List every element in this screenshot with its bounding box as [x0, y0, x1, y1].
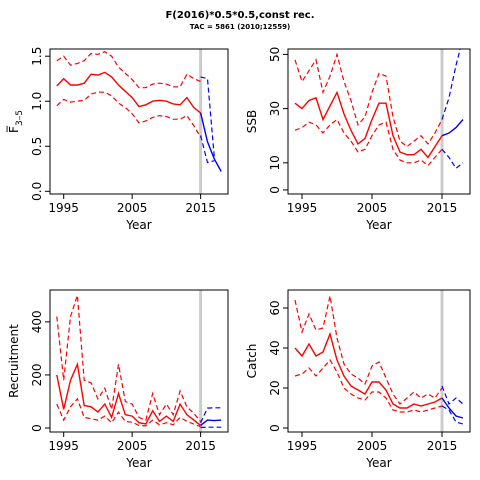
- x-tick-label: 2015: [427, 439, 458, 453]
- series-historic-lower-line: [294, 118, 443, 167]
- x-axis-label: Year: [365, 218, 391, 232]
- series-historic-upper-line: [56, 51, 201, 89]
- series-projection-upper-line: [441, 49, 461, 120]
- chart-panel-4: 1995 2005 2015 0 20 40 60 Year Catch: [245, 289, 471, 470]
- x-tick-label: 1995: [48, 201, 79, 215]
- series-projection-line: [441, 397, 464, 419]
- y-tick-label: 50: [268, 47, 282, 62]
- subtitle: TAC = 5861 (2010;12559): [189, 23, 291, 31]
- x-tick-label: 2005: [117, 201, 148, 215]
- y-tick-label: 0: [268, 424, 282, 432]
- x-tick-label: 1995: [48, 439, 79, 453]
- x-tick-label: 2005: [357, 201, 388, 215]
- series-projection-line: [200, 419, 222, 426]
- series-historic-lower-line: [56, 397, 201, 428]
- x-tick-label: 2015: [427, 201, 458, 215]
- series-historic-line: [294, 90, 443, 159]
- y-axis-label: Catch: [245, 344, 259, 379]
- y-tick-label: 30: [268, 101, 282, 116]
- y-tick-label: 60: [268, 300, 282, 315]
- series-historic-line: [56, 71, 202, 114]
- y-axis-label: Recruitment: [7, 324, 21, 398]
- series-historic-upper-line: [294, 52, 443, 148]
- chart-panel-1: 1995 2005 2015 0.0 0.5 1.0 1.5 Year F̅3–5: [6, 47, 229, 232]
- series-historic-upper-line: [294, 295, 443, 405]
- series-projection-line: [441, 119, 464, 137]
- series-projection-lower-line: [441, 148, 464, 170]
- series-projection-line: [199, 112, 222, 172]
- y-tick-label: 200: [30, 363, 44, 386]
- y-axis-label: SSB: [245, 110, 259, 133]
- y-tick-label: 1.5: [30, 47, 44, 66]
- y-tick-label: 400: [30, 310, 44, 333]
- x-axis-label: Year: [125, 456, 151, 470]
- x-axis-label: Year: [365, 456, 391, 470]
- x-tick-label: 1995: [287, 201, 318, 215]
- series-projection-upper-line: [200, 407, 222, 423]
- series-projection-upper-line: [441, 385, 464, 406]
- y-axis-label: F̅3–5: [6, 110, 25, 133]
- plot-frame: [287, 289, 471, 433]
- y-tick-label: 0.5: [30, 137, 44, 156]
- main-title: F(2016)*0.5*0.5,const rec.: [165, 10, 315, 21]
- x-axis-label: Year: [125, 218, 151, 232]
- x-tick-label: 1995: [287, 439, 318, 453]
- series-projection-lower-line: [441, 405, 464, 425]
- y-tick-label: 0: [268, 186, 282, 194]
- chart-panel-2: 1995 2005 2015 0 10 30 50 Year SSB: [245, 47, 471, 232]
- y-tick-label: 40: [268, 340, 282, 355]
- chart-panel-3: 1995 2005 2015 0 200 400 Year Recruitment: [7, 289, 229, 470]
- x-tick-label: 2015: [185, 439, 216, 453]
- x-tick-label: 2005: [117, 439, 148, 453]
- plot-frame: [49, 48, 229, 195]
- y-tick-label: 1.0: [30, 92, 44, 111]
- series-projection-lower-line: [200, 135, 215, 164]
- series-historic-lower-line: [56, 91, 202, 138]
- series-historic-line: [294, 331, 443, 409]
- series-historic-upper-line: [56, 295, 202, 422]
- y-tick-label: 0: [30, 424, 44, 432]
- series-historic-lower-line: [294, 358, 443, 413]
- plot-frame: [49, 289, 229, 433]
- y-tick-label: 20: [268, 380, 282, 395]
- plot-frame: [287, 48, 471, 195]
- x-tick-label: 2015: [185, 201, 216, 215]
- y-tick-label: 10: [268, 155, 282, 170]
- y-tick-label: 0.0: [30, 182, 44, 201]
- x-tick-label: 2005: [357, 439, 388, 453]
- series-historic-line: [56, 361, 202, 426]
- series-projection-upper-line: [200, 76, 215, 158]
